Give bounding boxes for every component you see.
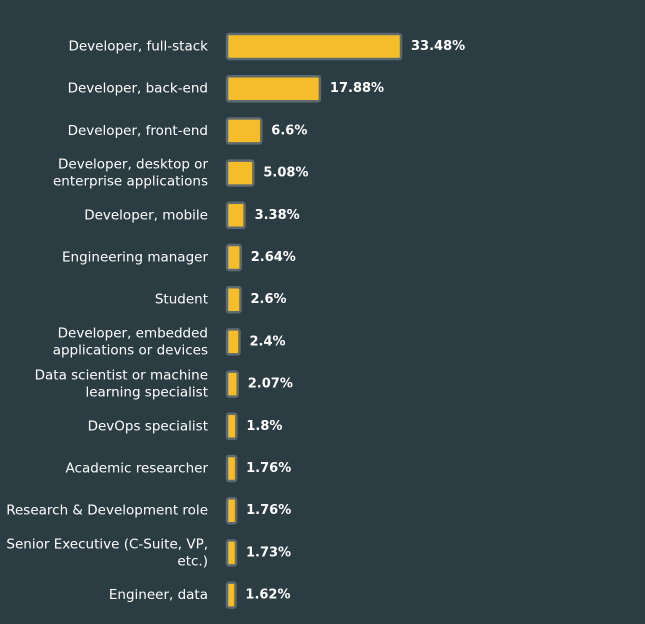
value-label: 2.07% [248,377,293,392]
category-label-line: Senior Executive (C-Suite, VP, [6,536,208,552]
category-label-line: enterprise applications [53,174,208,190]
value-label: 3.38% [255,208,300,223]
category-label-line: learning specialist [85,385,208,401]
category-label-line: Developer, mobile [84,207,208,223]
bar [225,159,255,187]
bar [225,412,238,441]
value-labels: 33.48% 17.88% 6.6% 5.08% 3.38% 2.64% 2.6% 2.4% 2… [245,39,465,603]
category-label: DevOps specialist [88,418,208,434]
category-label-line: Developer, desktop or [58,157,208,173]
category-label-line: Academic researcher [66,461,209,477]
value-label: 1.73% [246,545,291,560]
bar [225,243,242,272]
bar [225,328,241,356]
category-label: Developer, full-stack [68,39,208,55]
bar [225,539,238,567]
value-label: 1.62% [245,588,290,603]
category-label-line: applications or devices [53,342,208,358]
value-label: 1.76% [246,461,291,476]
category-label: Developer, back-end [68,81,208,97]
value-label: 17.88% [330,81,384,96]
category-label: Data scientist or machine learning specia… [35,368,208,401]
category-label-line: Student [155,292,208,308]
category-label: Engineering manager [62,250,208,266]
bar [225,201,246,230]
value-label: 2.6% [251,292,287,307]
category-label-line: Developer, full-stack [68,39,208,55]
category-label-line: Engineering manager [62,250,208,266]
category-label: Developer, mobile [84,207,208,223]
category-label-line: Data scientist or machine [35,368,208,384]
category-labels: Developer, full-stack Developer, back-end… [6,39,208,604]
value-label: 1.8% [246,419,282,434]
category-label-line: Research & Development role [6,503,208,519]
bars [225,32,403,609]
bar [225,74,322,103]
bar [225,454,238,483]
category-label-line: Developer, embedded [58,325,208,341]
bar [225,581,237,609]
category-label: Senior Executive (C-Suite, VP, etc.) [6,536,208,569]
category-label: Student [155,292,208,308]
category-label-line: Engineer, data [109,587,208,603]
bar [225,285,242,314]
value-label: 2.64% [251,250,296,265]
category-label-line: Developer, back-end [68,81,208,97]
bar [225,117,263,145]
category-label: Academic researcher [66,461,209,477]
category-label-line: DevOps specialist [88,418,208,434]
bar [225,496,238,525]
category-label-line: Developer, front-end [68,123,208,139]
value-label: 5.08% [263,166,308,181]
bar [225,370,240,398]
value-label: 1.76% [246,503,291,518]
category-label: Developer, desktop or enterprise applicat… [53,157,208,190]
category-label: Developer, embedded applications or devic… [53,325,208,358]
value-label: 6.6% [271,123,307,138]
value-label: 33.48% [411,39,465,54]
category-label: Engineer, data [109,587,208,603]
category-label: Developer, front-end [68,123,208,139]
category-label: Research & Development role [6,503,208,519]
value-label: 2.4% [249,334,285,349]
bar [225,32,403,61]
category-label-line: etc.) [177,553,208,569]
